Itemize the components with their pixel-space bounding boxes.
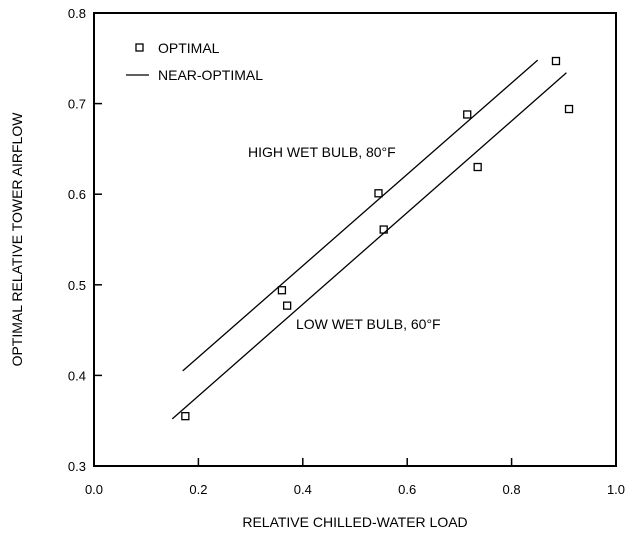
chart-marks <box>171 56 574 421</box>
series-line-2 <box>171 72 567 420</box>
x-axis-label: RELATIVE CHILLED-WATER LOAD <box>242 514 467 530</box>
data-point <box>277 286 287 295</box>
data-point <box>282 301 292 310</box>
y-tick-label: 0.5 <box>68 278 86 293</box>
x-tick-label: 0.4 <box>294 482 312 497</box>
data-point <box>379 225 388 234</box>
x-tick-label: 0.8 <box>503 482 521 497</box>
data-point <box>374 189 383 198</box>
legend-label-optimal: OPTIMAL <box>158 40 220 56</box>
y-tick-label: 0.6 <box>68 187 86 202</box>
plot-area <box>93 12 617 467</box>
data-point <box>463 110 472 119</box>
annotation-high-wet-bulb: HIGH WET BULB, 80°F <box>248 144 396 160</box>
legend-label-near-optimal: NEAR-OPTIMAL <box>158 67 263 83</box>
annotations: HIGH WET BULB, 80°F LOW WET BULB, 60°F <box>248 144 441 332</box>
x-tick-label: 0.6 <box>398 482 416 497</box>
y-tick-label: 0.4 <box>68 368 86 383</box>
y-tick-label: 0.7 <box>68 97 86 112</box>
y-axis-label: OPTIMAL RELATIVE TOWER AIRFLOW <box>9 112 25 367</box>
data-point <box>551 56 561 66</box>
axis-ticks: 0.0 0.2 0.4 0.6 0.8 1.0 0.3 0.4 0.5 0.6 0.7 0.8 <box>68 6 625 497</box>
x-tick-label: 0.2 <box>189 482 207 497</box>
plot-frame <box>93 12 617 467</box>
series-line-1 <box>182 59 539 372</box>
y-tick-label: 0.8 <box>68 6 86 21</box>
annotation-low-wet-bulb: LOW WET BULB, 60°F <box>296 316 441 332</box>
x-tick-label: 1.0 <box>607 482 625 497</box>
legend: OPTIMAL NEAR-OPTIMAL <box>126 40 263 83</box>
y-tick-label: 0.3 <box>68 459 86 474</box>
legend-marker-optimal <box>135 43 144 52</box>
data-point <box>564 104 574 114</box>
x-tick-label: 0.0 <box>85 482 103 497</box>
data-point <box>181 412 190 421</box>
data-point <box>473 162 482 172</box>
